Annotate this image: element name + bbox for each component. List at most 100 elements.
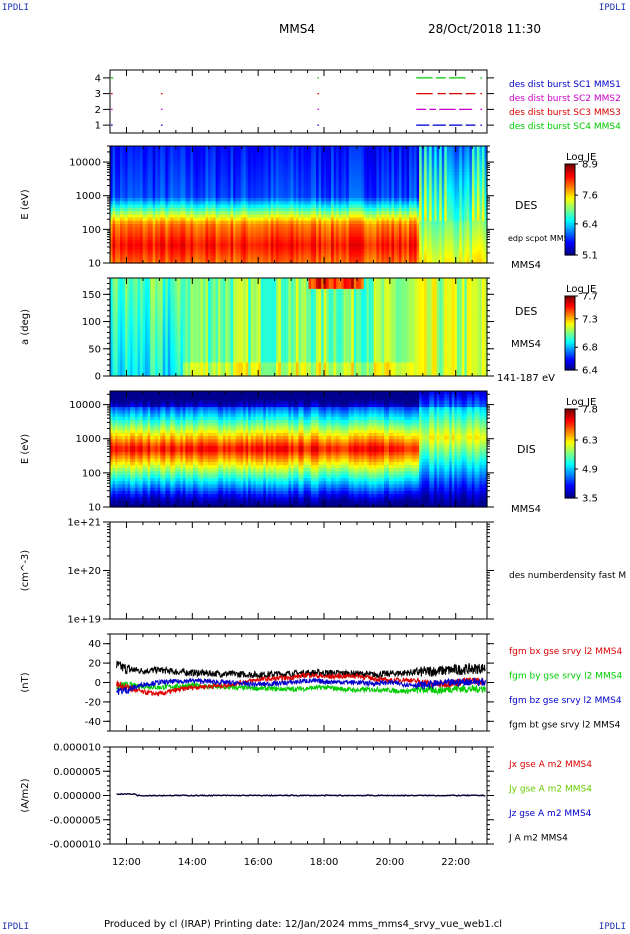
heatmap-cell: [142, 185, 146, 189]
heatmap-cell: [145, 155, 149, 160]
heatmap-cell: [228, 253, 232, 258]
heatmap-cell: [190, 253, 194, 258]
heatmap-cell: [130, 198, 134, 202]
heatmap-cell: [150, 201, 154, 206]
heatmap-cell: [175, 194, 179, 199]
heatmap-cell: [238, 191, 242, 196]
heatmap-cell: [200, 240, 204, 245]
heatmap-cell: [223, 237, 227, 241]
heatmap-cell: [145, 162, 149, 167]
heatmap-cell: [170, 194, 174, 199]
heatmap-cell: [170, 217, 174, 222]
heatmap-cell: [132, 233, 136, 238]
heatmap-cell: [218, 172, 222, 176]
heatmap-cell: [175, 233, 179, 238]
heatmap-cell: [190, 194, 194, 199]
heatmap-cell: [142, 246, 146, 251]
heatmap-cell: [187, 181, 192, 186]
heatmap-cell: [213, 207, 217, 212]
heatmap-cell: [187, 191, 192, 196]
heatmap-cell: [145, 256, 149, 261]
heatmap-cell: [172, 217, 176, 222]
heatmap-cell: [142, 211, 146, 215]
heatmap-cell: [180, 227, 184, 232]
heatmap-cell: [140, 214, 144, 219]
heatmap-cell: [235, 178, 239, 183]
heatmap-cell: [147, 246, 151, 251]
heatmap-cell: [177, 172, 181, 176]
heatmap-cell: [110, 162, 114, 167]
heatmap-cell: [182, 178, 186, 183]
heatmap-cell: [195, 233, 199, 238]
heatmap-cell: [157, 181, 161, 186]
heatmap-cell: [130, 233, 134, 238]
heatmap-cell: [210, 230, 214, 235]
heatmap-cell: [110, 220, 114, 225]
heatmap-cell: [147, 149, 151, 154]
heatmap-cell: [195, 178, 199, 183]
heatmap-cell: [205, 217, 209, 222]
heatmap-cell: [127, 214, 131, 219]
heatmap-cell: [110, 207, 114, 212]
heatmap-cell: [110, 233, 114, 238]
heatmap-cell: [235, 217, 239, 222]
heatmap-cell: [240, 230, 244, 235]
heatmap-cell: [235, 250, 239, 254]
heatmap-cell: [190, 181, 194, 186]
heatmap-cell: [137, 152, 141, 157]
heatmap-cell: [125, 178, 129, 183]
heatmap-cell: [215, 185, 219, 189]
heatmap-cell: [243, 149, 247, 154]
heatmap-cell: [230, 159, 234, 163]
heatmap-cell: [243, 243, 247, 248]
heatmap-cell: [135, 224, 139, 228]
heatmap-cell: [235, 224, 239, 228]
heatmap-cell: [120, 201, 124, 206]
heatmap-cell: [120, 204, 124, 209]
heatmap-cell: [195, 246, 199, 251]
heatmap-cell: [150, 211, 154, 215]
heatmap-cell: [110, 178, 114, 183]
heatmap-cell: [197, 230, 202, 235]
heatmap-cell: [180, 149, 184, 154]
heatmap-cell: [175, 159, 179, 163]
heatmap-cell: [125, 230, 129, 235]
heatmap-cell: [215, 204, 219, 209]
heatmap-cell: [147, 165, 151, 170]
heatmap-cell: [155, 194, 159, 199]
heatmap-cell: [240, 185, 244, 189]
heatmap-cell: [182, 191, 186, 196]
heatmap-cell: [218, 201, 222, 206]
corner-label-bottom-left: IPDLI: [2, 922, 30, 932]
heatmap-cell: [127, 168, 131, 173]
heatmap-cell: [238, 168, 242, 173]
heatmap-cell: [210, 152, 214, 157]
heatmap-cell: [213, 237, 217, 241]
heatmap-cell: [218, 165, 222, 170]
heatmap-cell: [235, 259, 239, 264]
heatmap-cell: [192, 233, 197, 238]
heatmap-cell: [245, 198, 249, 202]
heatmap-cell: [152, 227, 156, 232]
heatmap-cell: [127, 237, 131, 241]
heatmap-cell: [233, 172, 237, 176]
heatmap-cell: [190, 152, 194, 157]
heatmap-cell: [197, 198, 202, 202]
heatmap-cell: [238, 237, 242, 241]
heatmap-cell: [142, 214, 146, 219]
heatmap-cell: [215, 253, 219, 258]
heatmap-cell: [170, 181, 174, 186]
heatmap-cell: [228, 201, 232, 206]
heatmap-cell: [218, 214, 222, 219]
heatmap-cell: [210, 194, 214, 199]
heatmap-cell: [215, 250, 219, 254]
heatmap-cell: [120, 191, 124, 196]
heatmap-cell: [240, 224, 244, 228]
heatmap-cell: [218, 207, 222, 212]
heatmap-cell: [110, 246, 114, 251]
heatmap-cell: [213, 217, 217, 222]
heatmap-cell: [182, 256, 186, 261]
heatmap-cell: [127, 178, 131, 183]
heatmap-cell: [218, 204, 222, 209]
datetime-title: 28/Oct/2018 11:30: [428, 22, 542, 36]
